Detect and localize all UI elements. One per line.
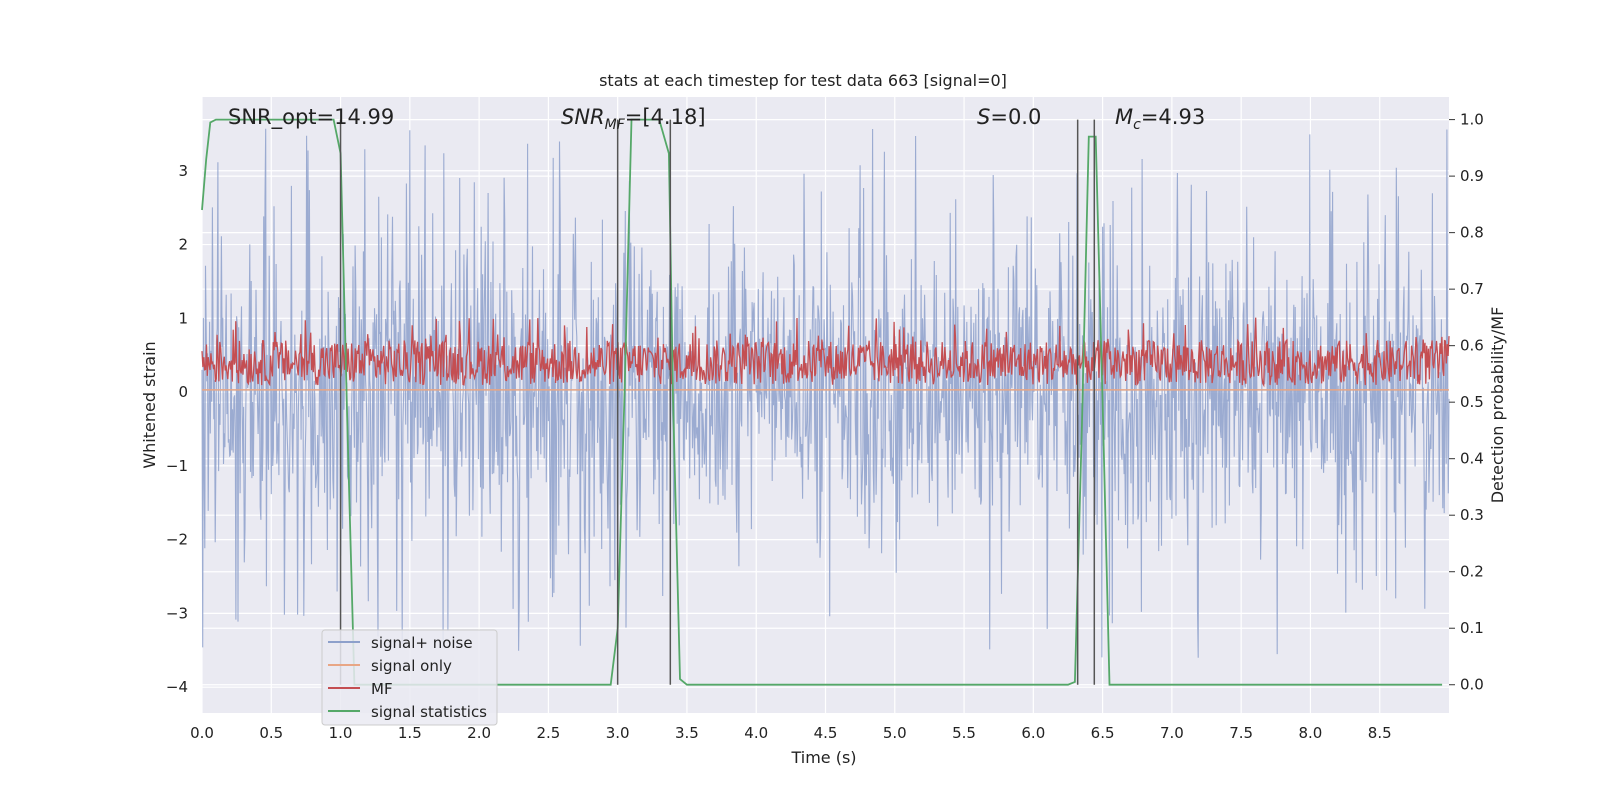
x-tick-label: 5.5 xyxy=(952,724,976,742)
series-mf xyxy=(201,317,1450,388)
x-tick-label: 0.0 xyxy=(190,724,214,742)
annotation-mc-main: M xyxy=(1115,105,1133,129)
annotation-s: S=0.0 xyxy=(977,105,1041,129)
chart-title: stats at each timestep for test data 663… xyxy=(599,71,1007,90)
legend-label-signal-only: signal only xyxy=(371,657,452,675)
y2-tick-label: 0.7 xyxy=(1460,280,1484,298)
y2-tick-label: 0.1 xyxy=(1460,619,1484,637)
y2-tick-label: 0.4 xyxy=(1460,450,1484,468)
vertical-markers xyxy=(339,119,1096,685)
y-tick-label: 3 xyxy=(178,162,188,180)
y2-tick-label: 1.0 xyxy=(1460,111,1484,129)
x-tick-label: 1.5 xyxy=(398,724,422,742)
x-tick-label: 3.5 xyxy=(675,724,699,742)
y-tick-label: −2 xyxy=(166,531,188,549)
legend-label-signal-statistics: signal statistics xyxy=(371,703,487,721)
x-tick-label: 4.5 xyxy=(814,724,838,742)
x-tick-label: 8.0 xyxy=(1299,724,1323,742)
signal-statistics-line xyxy=(201,118,1443,686)
x-tick-label: 5.0 xyxy=(883,724,907,742)
annotation-mc-sub: c xyxy=(1133,117,1141,133)
annotation-snr-opt: SNR_opt=14.99 xyxy=(228,105,394,130)
y2-tick-label: 0.8 xyxy=(1460,224,1484,242)
annotation-mc: Mc=4.93 xyxy=(1115,105,1205,133)
legend: signal+ noise signal only MF signal stat… xyxy=(321,629,498,726)
y2-tick-label: 0.6 xyxy=(1460,337,1484,355)
y2-axis-label: Detection probability/MF xyxy=(1488,307,1507,504)
mf-line xyxy=(201,317,1450,388)
y-tick-label: −4 xyxy=(166,678,188,696)
y-tick-label: −3 xyxy=(166,604,188,622)
x-tick-label: 8.5 xyxy=(1368,724,1392,742)
y-tick-label: −1 xyxy=(166,457,188,475)
annotation-snr-mf-rest: =[4.18] xyxy=(625,105,706,129)
x-tick-label: 1.0 xyxy=(329,724,353,742)
annotation-s-rest: =0.0 xyxy=(990,105,1041,129)
legend-label-signal-plus-noise: signal+ noise xyxy=(371,634,473,652)
x-tick-label: 6.5 xyxy=(1091,724,1115,742)
annotation-snr-mf-main: SNR xyxy=(561,105,605,129)
legend-box xyxy=(321,629,498,726)
y2-tick-label: 0.9 xyxy=(1460,167,1484,185)
annotation-snr-mf-sub: MF xyxy=(605,117,626,133)
series-signal-statistics xyxy=(201,118,1443,686)
x-tick-label: 2.0 xyxy=(467,724,491,742)
x-axis-ticks: 0.0 0.5 1.0 1.5 2.0 2.5 3.0 3.5 4.0 4.5 5.0 5.5 6.0 6… xyxy=(190,724,1392,742)
legend-label-mf: MF xyxy=(371,680,393,698)
x-tick-label: 0.5 xyxy=(259,724,283,742)
annotation-snr-mf: SNRMF=[4.18] xyxy=(561,105,706,133)
x-tick-label: 3.0 xyxy=(606,724,630,742)
x-tick-label: 7.0 xyxy=(1160,724,1184,742)
annotation-mc-rest: =4.93 xyxy=(1141,105,1205,129)
y2-tick-label: 0.2 xyxy=(1460,563,1484,581)
y2-axis-ticks: 1.0 0.9 0.8 0.7 0.6 0.5 0.4 0.3 0.2 0.1 0.0 xyxy=(1449,111,1484,694)
x-tick-label: 2.5 xyxy=(536,724,560,742)
x-tick-label: 7.5 xyxy=(1229,724,1253,742)
y-axis-ticks: 3 2 1 0 −1 −2 −3 −4 xyxy=(166,162,188,696)
x-tick-label: 6.0 xyxy=(1021,724,1045,742)
y-axis-label: Whitened strain xyxy=(140,341,159,468)
y-tick-label: 1 xyxy=(178,309,188,327)
y2-tick-label: 0.5 xyxy=(1460,393,1484,411)
x-axis-label: Time (s) xyxy=(790,748,856,767)
y-tick-label: 2 xyxy=(178,236,188,254)
y2-tick-label: 0.3 xyxy=(1460,506,1484,524)
annotation-s-main: S xyxy=(977,105,990,129)
y-tick-label: 0 xyxy=(178,383,188,401)
y2-tick-label: 0.0 xyxy=(1460,676,1484,694)
x-tick-label: 4.0 xyxy=(744,724,768,742)
